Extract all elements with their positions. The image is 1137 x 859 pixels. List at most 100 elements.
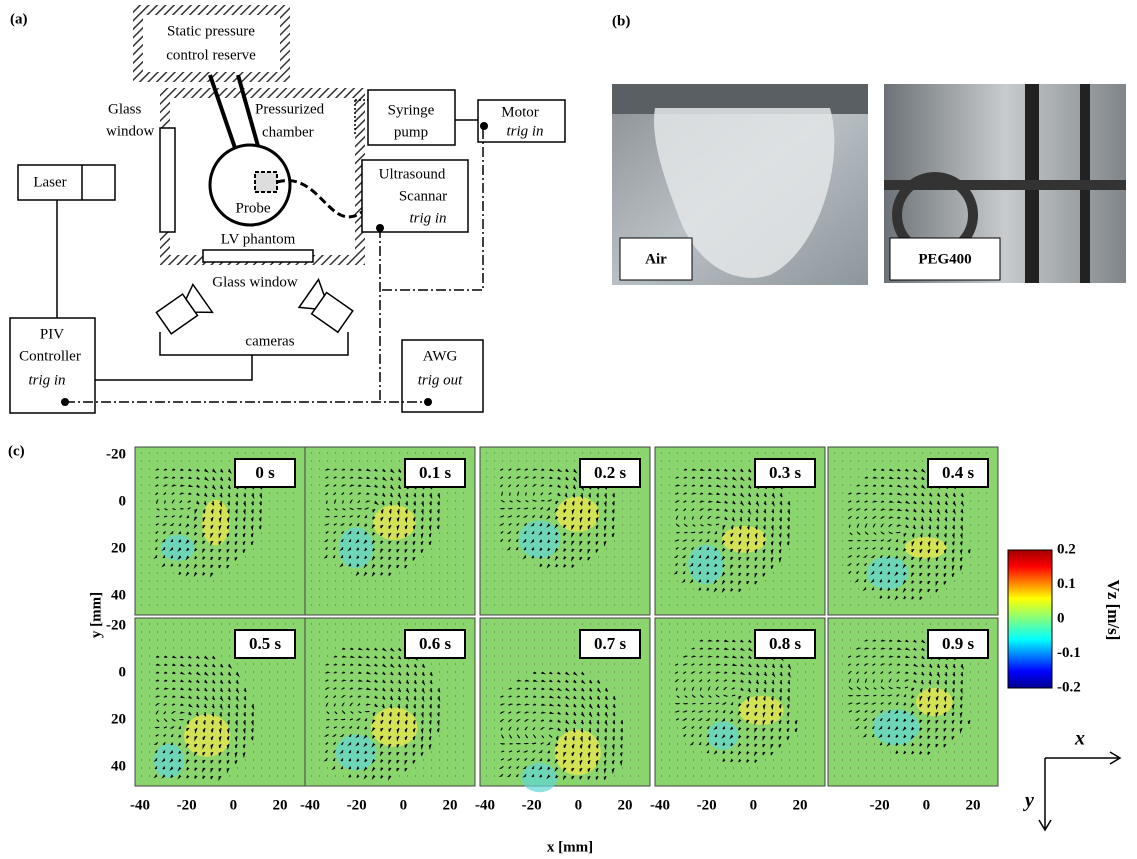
x-axis-label: x [mm]: [547, 839, 593, 855]
label: PIV: [40, 326, 64, 342]
x-tick-label: 0: [575, 797, 583, 813]
vorticity-blob: [202, 500, 230, 546]
glass-window: [160, 128, 175, 232]
label: Laser: [33, 174, 66, 190]
vorticity-blob: [739, 696, 784, 725]
time-label: 0.9 s: [942, 634, 975, 653]
x-tick-label: 20: [443, 797, 458, 813]
label: Glass window: [212, 274, 298, 290]
camera: [299, 280, 356, 334]
vorticity-blob: [905, 537, 947, 559]
label: LV phantom: [221, 231, 296, 247]
time-label: 0.2 s: [594, 463, 627, 482]
time-label: 0.5 s: [249, 634, 282, 653]
x-tick-label: 20: [273, 797, 288, 813]
panel-label: (b): [612, 13, 630, 29]
vorticity-blob: [184, 714, 230, 757]
y-tick-label: 0: [119, 664, 127, 680]
label: Syringe: [388, 102, 435, 118]
vorticity-blob: [161, 535, 195, 561]
colorbar-tick-label: -0.2: [1057, 679, 1081, 695]
piv-panel: 0.4 s: [828, 447, 998, 615]
time-label: 0.4 s: [942, 463, 975, 482]
piv-panel: 0.2 s: [480, 447, 650, 615]
probe: [255, 172, 277, 192]
x-tick-label: -20: [177, 797, 197, 813]
vorticity-blob: [556, 497, 599, 532]
piv-panel: 0 s: [135, 447, 305, 615]
x-tick-label: -40: [130, 797, 150, 813]
label: trig in: [28, 372, 65, 388]
label: window: [106, 123, 155, 139]
piv-panel: 0.1 s: [305, 447, 475, 615]
y-tick-label: 40: [111, 758, 126, 774]
label: Scannar: [399, 188, 447, 204]
vorticity-blob: [722, 526, 766, 553]
label: AWG: [423, 348, 458, 364]
colorbar-tick-label: -0.1: [1057, 645, 1081, 661]
label: Controller: [19, 348, 81, 364]
colorbar-tick-label: 0.1: [1057, 576, 1076, 592]
vorticity-blob: [519, 520, 561, 558]
axis-name: y: [1023, 790, 1034, 812]
time-label: 0.6 s: [419, 634, 452, 653]
piv-panel: 0.7 s: [480, 618, 650, 792]
vorticity-blob: [555, 730, 601, 775]
label: cameras: [245, 333, 294, 349]
camera-cable: [95, 332, 348, 380]
axes-arrows: [1039, 752, 1120, 830]
label: trig out: [418, 372, 463, 388]
x-tick-label: -20: [697, 797, 717, 813]
colorbar-tick-label: 0: [1057, 610, 1065, 626]
photo-label: Air: [645, 251, 667, 267]
y-tick-label: -20: [106, 446, 126, 462]
colorbar-tick-label: 0.2: [1057, 541, 1076, 557]
x-tick-label: 20: [618, 797, 633, 813]
x-tick-label: -20: [522, 797, 542, 813]
vorticity-blob: [522, 763, 557, 792]
x-tick-label: 0: [230, 797, 238, 813]
piv-panel: 0.3 s: [655, 447, 825, 615]
photos: Air PEG400: [612, 84, 1126, 285]
label: Ultrasound: [379, 166, 446, 182]
colorbar-label: Vz [m/s]: [1104, 580, 1123, 641]
y-tick-label: 20: [111, 711, 126, 727]
x-tick-label: 20: [793, 797, 808, 813]
axis-name: x: [1074, 728, 1085, 750]
x-tick-label: -40: [650, 797, 670, 813]
panel-label: (a): [10, 11, 28, 27]
panel-label: (c): [8, 443, 25, 459]
camera: [155, 284, 212, 338]
y-axis-label: y [mm]: [88, 592, 104, 638]
photo-label: PEG400: [918, 251, 971, 267]
x-tick-label: -40: [475, 797, 495, 813]
lv-phantom: [203, 250, 313, 262]
label: trig in: [409, 210, 446, 226]
colorbar: [1008, 550, 1052, 688]
label: pump: [394, 124, 428, 140]
piv-panel: 0.5 s: [135, 618, 305, 786]
y-tick-label: 0: [119, 493, 127, 509]
label: chamber: [262, 124, 314, 140]
x-tick-label: 0: [400, 797, 408, 813]
label: Pressurized: [255, 101, 325, 117]
x-tick-label: -40: [300, 797, 320, 813]
x-tick-label: 0: [923, 797, 931, 813]
label: Motor: [501, 104, 539, 120]
trigger-dot: [480, 122, 488, 130]
label: control reserve: [166, 47, 256, 63]
vorticity-blob: [339, 527, 374, 568]
x-tick-label: -20: [870, 797, 890, 813]
y-tick-label: 20: [111, 540, 126, 556]
y-tick-label: -20: [106, 617, 126, 633]
label: trig in: [506, 123, 543, 139]
piv-panel: 0.8 s: [655, 618, 825, 786]
piv-panel: 0.9 s: [828, 618, 998, 786]
piv-panel: 0.6 s: [305, 618, 475, 786]
schematic: Static pressure control reserve Glass wi…: [10, 5, 565, 413]
x-tick-label: 20: [966, 797, 981, 813]
x-tick-label: 0: [750, 797, 758, 813]
y-tick-label: 40: [111, 587, 126, 603]
label: Probe: [236, 200, 271, 216]
time-label: 0.1 s: [419, 463, 452, 482]
